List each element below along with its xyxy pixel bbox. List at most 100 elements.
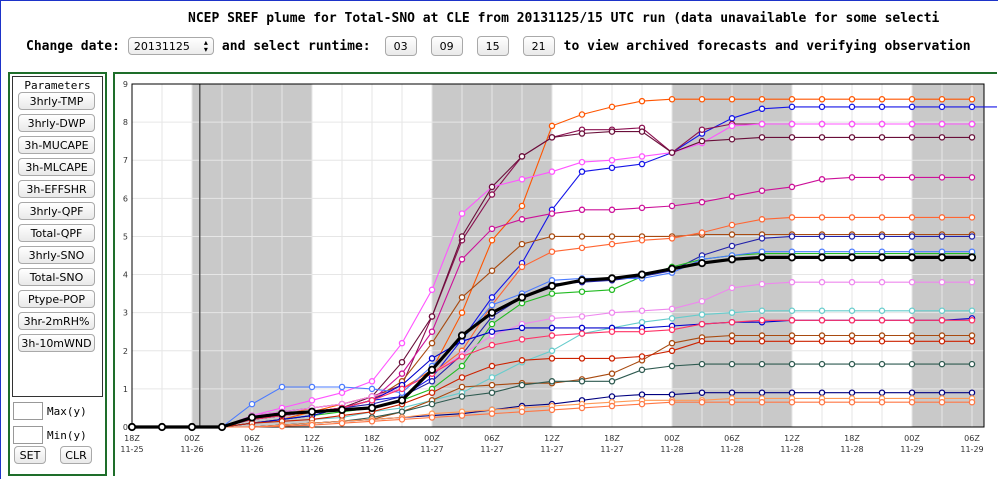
series-point-12 [638, 307, 646, 315]
x-tick-date: 11-29 [960, 445, 983, 454]
series-point-17 [758, 337, 766, 345]
param-button-3hrly-sno[interactable]: 3hrly-SNO [18, 246, 95, 264]
series-point-13 [968, 307, 976, 315]
series-point-0 [938, 95, 946, 103]
series-point-6 [548, 233, 556, 240]
series-point-21 [518, 408, 526, 416]
series-point-12 [668, 305, 676, 313]
series-point-18 [878, 360, 886, 368]
plot-border [131, 83, 985, 428]
series-point-18 [728, 360, 736, 368]
series-point-0 [908, 95, 916, 103]
change-date-label: Change date: [26, 38, 120, 54]
y-tick-label: 7 [123, 156, 128, 165]
series-point-19 [908, 389, 916, 396]
series-point-17 [608, 355, 616, 362]
series-point-21 [788, 398, 796, 406]
series-point-15 [758, 317, 766, 324]
param-button-3h-mlcape[interactable]: 3h-MLCAPE [18, 158, 95, 176]
series-point-11 [488, 301, 496, 309]
plot-area: 0 1 2 3 4 5 6 7 8 9 18Z 11-25 00Z 11-26 06Z 11-26 12Z 11-… [113, 72, 999, 476]
param-button-ptype-pop[interactable]: Ptype-POP [18, 290, 95, 308]
series-point-16 [818, 332, 826, 339]
series-point-8 [968, 233, 976, 240]
runtime-button-21[interactable]: 21 [522, 36, 555, 56]
x-tick-hour: 00Z [904, 434, 920, 443]
series-point-0 [728, 95, 736, 103]
runtime-button-15[interactable]: 15 [476, 36, 509, 56]
param-button-3hrly-qpf[interactable]: 3hrly-QPF [18, 202, 95, 220]
series-point-13 [698, 311, 706, 318]
series-point-5 [848, 174, 856, 181]
series-point-5 [608, 206, 616, 214]
series-point-10 [337, 405, 347, 414]
series-point-13 [638, 318, 646, 326]
series-point-15 [518, 336, 526, 343]
y-tick-label: 5 [123, 232, 128, 241]
series-point-15 [368, 397, 376, 404]
series-point-10 [157, 422, 167, 432]
series-point-0 [608, 103, 616, 111]
date-select[interactable]: 20131125 ▴ ▾ [127, 37, 214, 55]
series-point-12 [938, 278, 946, 286]
clear-button[interactable]: CLR [60, 446, 92, 464]
series-point-21 [968, 398, 976, 406]
series-point-5 [458, 256, 466, 263]
param-button-3h-mucape[interactable]: 3h-MUCAPE [18, 136, 95, 154]
param-button-total-sno[interactable]: Total-SNO [18, 268, 95, 286]
x-tick-hour: 18Z [364, 434, 380, 443]
min-y-input[interactable] [13, 426, 43, 444]
series-point-7 [968, 214, 976, 221]
series-point-4 [548, 134, 556, 141]
series-point-15 [818, 317, 826, 324]
series-point-0 [548, 122, 556, 130]
y-tick-label: 1 [123, 385, 128, 394]
series-point-21 [638, 400, 646, 408]
series-point-13 [758, 307, 766, 315]
series-point-13 [728, 309, 736, 316]
param-button-3hrly-tmp[interactable]: 3hrly-TMP [18, 92, 95, 110]
x-tick-hour: 06Z [724, 434, 740, 443]
series-point-19 [788, 389, 796, 396]
param-button-3hrly-dwp[interactable]: 3hrly-DWP [18, 114, 95, 132]
series-point-12 [698, 297, 706, 305]
x-tick-hour: 06Z [964, 434, 980, 443]
series-point-12 [908, 278, 916, 286]
max-y-input[interactable] [13, 402, 43, 420]
series-point-0 [518, 202, 526, 210]
set-button[interactable]: SET [14, 446, 46, 464]
param-button-3h-effshr[interactable]: 3h-EFFSHR [18, 180, 95, 198]
param-button-total-qpf[interactable]: Total-QPF [18, 224, 95, 242]
param-button-3hr-2mrh[interactable]: 3hr-2mRH% [18, 312, 95, 330]
runtime-button-09[interactable]: 09 [430, 36, 463, 56]
series-point-4 [788, 134, 796, 141]
series-point-3 [608, 156, 616, 164]
series-point-12 [848, 278, 856, 286]
series-point-1 [488, 294, 496, 301]
series-point-12 [728, 284, 736, 292]
series-point-13 [878, 307, 886, 315]
series-point-10 [907, 253, 917, 262]
x-tick-hour: 18Z [604, 434, 620, 443]
series-point-7 [668, 235, 676, 242]
series-point-7 [548, 248, 556, 255]
series-point-21 [608, 402, 616, 410]
series-point-4 [818, 134, 826, 141]
series-point-21 [878, 398, 886, 406]
series-point-0 [698, 95, 706, 103]
series-point-17 [908, 337, 916, 345]
series-point-16 [458, 383, 466, 391]
series-point-5 [548, 210, 556, 217]
x-tick-hour: 12Z [784, 434, 800, 443]
series-point-5 [728, 193, 736, 200]
series-point-7 [578, 244, 586, 252]
series-point-15 [668, 326, 676, 334]
series-point-3 [518, 176, 526, 183]
series-point-18 [608, 378, 616, 385]
series-point-3 [908, 120, 916, 128]
runtime-button-03[interactable]: 03 [384, 36, 417, 56]
series-point-7 [848, 214, 856, 221]
series-point-10 [787, 253, 797, 262]
param-button-3h-10mwnd[interactable]: 3h-10mWND [18, 334, 95, 352]
